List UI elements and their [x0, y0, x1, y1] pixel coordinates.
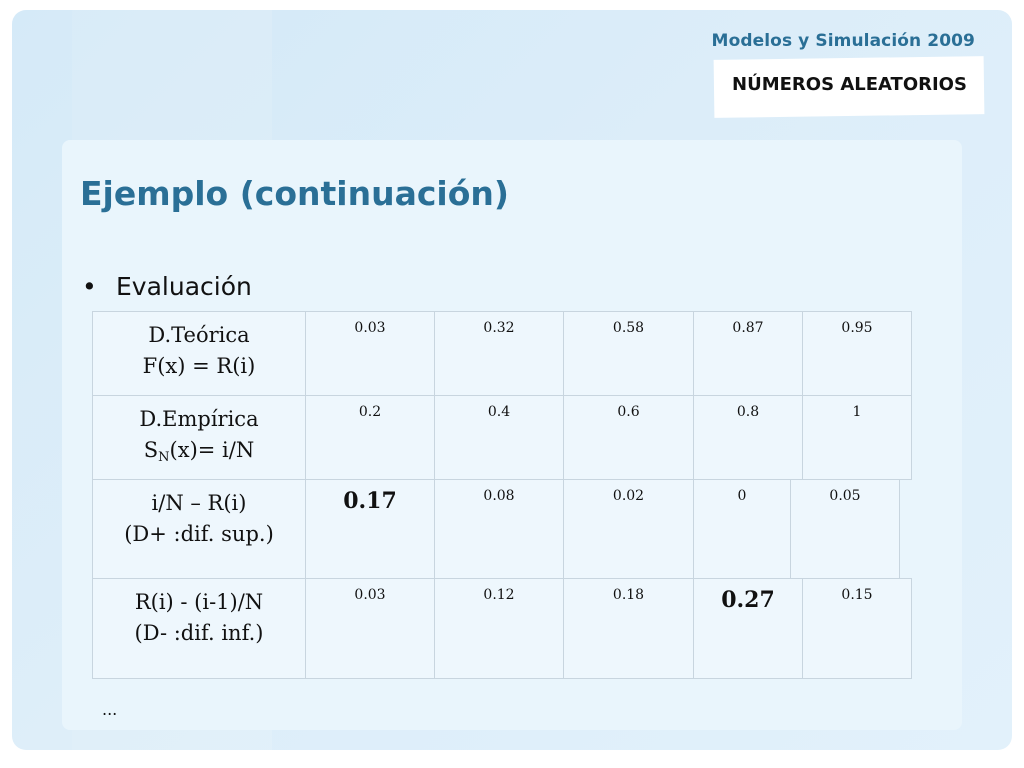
- table-row-label: D.Empírica SN(x)= i/N: [92, 395, 306, 480]
- label-line: SN(x)= i/N: [143, 438, 255, 465]
- course-title: Modelos y Simulación 2009: [711, 31, 975, 51]
- table-cell-highlight: 0.17: [305, 479, 435, 579]
- table-cell: 0.95: [802, 311, 912, 396]
- table-cell: 0.12: [434, 578, 564, 679]
- label-line: R(i) - (i-1)/N: [134, 590, 264, 614]
- table-row-label: D.Teórica F(x) = R(i): [92, 311, 306, 396]
- table-cell: 0.58: [563, 311, 694, 396]
- label-line: i/N – R(i): [151, 491, 247, 515]
- table-cell: 0.4: [434, 395, 564, 480]
- table-row-label: R(i) - (i-1)/N (D- :dif. inf.): [92, 578, 306, 679]
- continuation-ellipsis: ...: [102, 700, 118, 719]
- label-line: (D- :dif. inf.): [134, 621, 264, 645]
- table-cell: 1: [802, 395, 912, 480]
- table-cell: 0.08: [434, 479, 564, 579]
- table-cell: 0.8: [693, 395, 803, 480]
- table-cell: 0.02: [563, 479, 694, 579]
- label-line: D.Empírica: [139, 407, 259, 431]
- label-line: D.Teórica: [148, 323, 250, 347]
- slide-title: Ejemplo (continuación): [80, 174, 509, 213]
- bullet-icon: •: [82, 272, 97, 301]
- table-cell-highlight: 0.27: [693, 578, 803, 679]
- table-cell: 0.2: [305, 395, 435, 480]
- label-line: (D+ :dif. sup.): [124, 522, 274, 546]
- label-line: F(x) = R(i): [142, 354, 256, 378]
- table-cell: 0.18: [563, 578, 694, 679]
- table-cell: 0.87: [693, 311, 803, 396]
- table-cell: 0.03: [305, 578, 435, 679]
- bullet-item: • Evaluación: [82, 272, 252, 301]
- bullet-text: Evaluación: [116, 272, 252, 301]
- table-cell: 0.03: [305, 311, 435, 396]
- table-cell: 0: [693, 479, 791, 579]
- table-cell: 0.32: [434, 311, 564, 396]
- table-cell: 0.6: [563, 395, 694, 480]
- table-cell: 0.15: [802, 578, 912, 679]
- table-cell: 0.05: [790, 479, 900, 579]
- table-row-label: i/N – R(i) (D+ :dif. sup.): [92, 479, 306, 579]
- topic-label: NÚMEROS ALEATORIOS: [732, 74, 967, 95]
